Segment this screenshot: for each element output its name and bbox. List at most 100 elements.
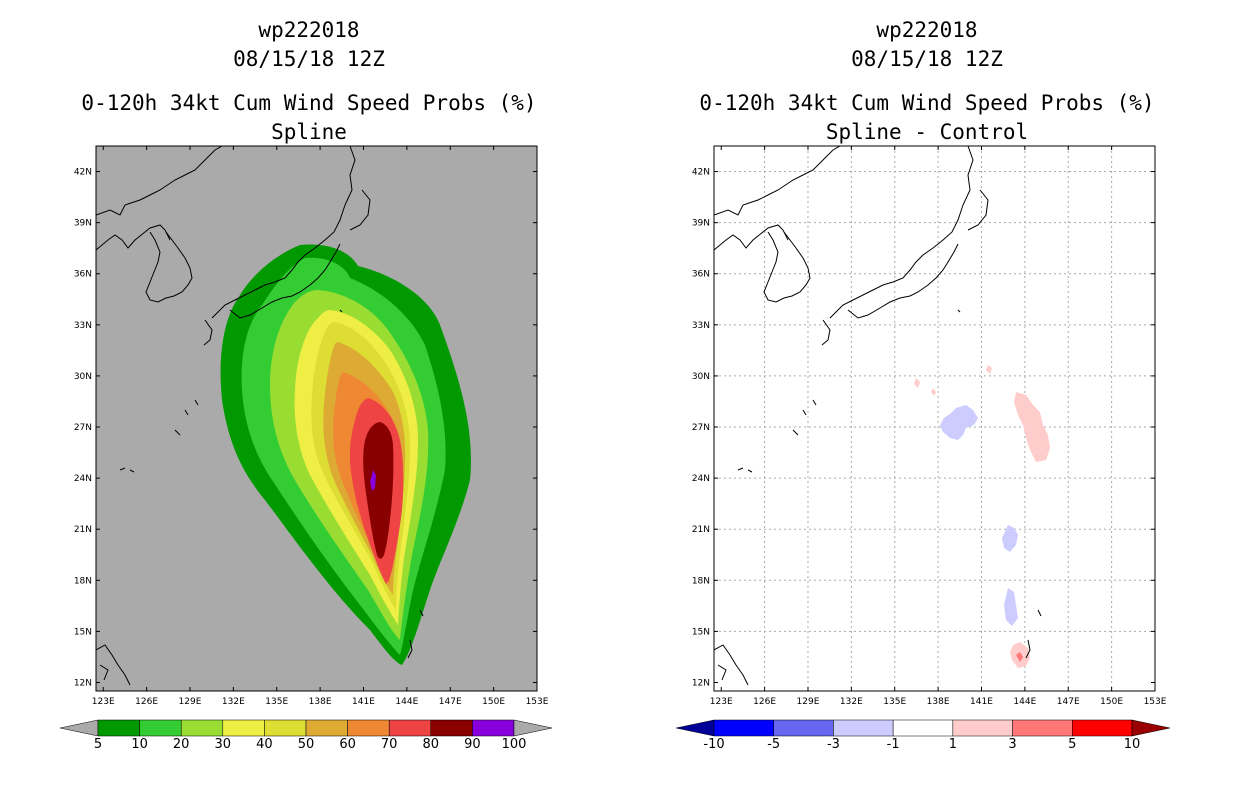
lat-label: 21N bbox=[692, 525, 710, 535]
colorbar-label: -5 bbox=[767, 737, 781, 752]
lon-label: 138E bbox=[309, 697, 332, 707]
diff-neg-3 bbox=[1004, 588, 1018, 626]
colorbar-label: 90 bbox=[464, 737, 481, 752]
colorbar-label: 60 bbox=[339, 737, 356, 752]
colorbar-swatch bbox=[97, 719, 140, 737]
colorbar-swatch bbox=[892, 719, 954, 737]
forecast-datetime: 08/15/18 12Z bbox=[233, 47, 385, 71]
colorbar-label: -3 bbox=[826, 737, 840, 752]
diff-pos-6 bbox=[931, 388, 936, 396]
colorbar bbox=[59, 719, 553, 737]
map-frame bbox=[95, 145, 538, 692]
axis-ticks: 123E 126E 129E 132E 135E 138E 141E 144E 147E 150E… bbox=[692, 146, 1167, 707]
panel-spline: wp222018 08/15/18 12Z 0-120h 34kt Cum Wi… bbox=[59, 18, 553, 752]
colorbar-swatch bbox=[180, 719, 224, 737]
coastlines bbox=[96, 146, 424, 686]
colorbar-swatch bbox=[264, 719, 307, 737]
colorbar-label: 30 bbox=[214, 737, 232, 752]
colorbar-label: 5 bbox=[1068, 737, 1077, 752]
map-frame bbox=[713, 145, 1156, 692]
lat-label: 30N bbox=[692, 372, 710, 382]
colorbar-swatch bbox=[305, 719, 348, 737]
colorbar-swatch bbox=[388, 719, 432, 737]
colorbar-label: 10 bbox=[131, 737, 148, 752]
lon-label: 123E bbox=[92, 697, 115, 707]
colorbar-swatch bbox=[472, 719, 515, 737]
lat-label: 36N bbox=[74, 270, 92, 280]
coast-asia-mainland bbox=[96, 146, 223, 251]
lon-label: 153E bbox=[1144, 697, 1167, 707]
coast-japan bbox=[203, 146, 371, 346]
lon-label: 126E bbox=[135, 697, 158, 707]
lon-label: 147E bbox=[439, 697, 462, 707]
colorbar-swatch bbox=[713, 719, 774, 737]
colorbar-swatch bbox=[139, 719, 182, 737]
lon-label: 135E bbox=[883, 697, 906, 707]
panel-subtitle: Spline - Control bbox=[825, 120, 1029, 144]
colorbar-low-arrow bbox=[675, 719, 715, 737]
lon-label: 141E bbox=[352, 697, 375, 707]
lon-label: 135E bbox=[265, 697, 288, 707]
prob-90 bbox=[370, 470, 376, 491]
lon-label: 132E bbox=[840, 697, 863, 707]
colorbar-label: 70 bbox=[380, 737, 398, 752]
lat-label: 21N bbox=[74, 525, 92, 535]
diff-neg-2 bbox=[1002, 525, 1018, 552]
colorbar-swatch bbox=[347, 719, 390, 737]
colorbar-swatch bbox=[952, 719, 1013, 737]
lat-label: 36N bbox=[692, 270, 710, 280]
storm-id: wp222018 bbox=[258, 18, 360, 42]
lon-label: 141E bbox=[970, 697, 993, 707]
difference-map: 123E 126E 129E 132E 135E 138E 141E 144E 147E 150E… bbox=[692, 145, 1167, 707]
lat-label: 33N bbox=[74, 321, 92, 331]
panel-spline-control: wp222018 08/15/18 12Z 0-120h 34kt Cum Wi… bbox=[618, 0, 1236, 800]
lat-label: 24N bbox=[74, 474, 92, 484]
probability-map: 123E 126E 129E 132E 135E 138E 141E 144E 147E 150E… bbox=[74, 145, 549, 707]
colorbar-label: -10 bbox=[703, 737, 725, 752]
lat-lon-grid bbox=[714, 146, 1155, 691]
lat-label: 33N bbox=[692, 321, 710, 331]
lat-label: 12N bbox=[692, 678, 710, 688]
colorbar bbox=[675, 719, 1171, 737]
colorbar-label: 80 bbox=[422, 737, 440, 752]
diff-pos-5 bbox=[986, 365, 992, 374]
coast-japan bbox=[821, 146, 989, 346]
coast-korea bbox=[763, 231, 811, 303]
lat-label: 24N bbox=[692, 474, 710, 484]
prob-80 bbox=[363, 422, 394, 559]
colorbar-label: 3 bbox=[1008, 737, 1017, 752]
diff-pos-3 bbox=[1016, 652, 1023, 662]
axis-ticks: 123E 126E 129E 132E 135E 138E 141E 144E 147E 150E… bbox=[74, 146, 549, 707]
lat-label: 39N bbox=[74, 219, 92, 229]
lon-label: 132E bbox=[222, 697, 245, 707]
colorbar-swatch bbox=[430, 719, 473, 737]
diff-neg-1 bbox=[940, 405, 978, 440]
lat-label: 39N bbox=[692, 219, 710, 229]
colorbar-label: 40 bbox=[256, 737, 273, 752]
colorbar-swatch bbox=[1072, 719, 1133, 737]
colorbar-swatch bbox=[833, 719, 894, 737]
colorbar-label: 1 bbox=[948, 737, 957, 752]
lon-label: 144E bbox=[1013, 697, 1036, 707]
coast-islands bbox=[714, 309, 1042, 686]
lat-label: 30N bbox=[74, 372, 92, 382]
lat-label: 42N bbox=[74, 168, 92, 178]
coast-islands bbox=[96, 309, 424, 686]
difference-contours bbox=[914, 365, 1050, 668]
diff-pos-4 bbox=[914, 378, 920, 388]
colorbar-swatch bbox=[1012, 719, 1073, 737]
lat-label: 18N bbox=[692, 576, 710, 586]
colorbar-label: 10 bbox=[1123, 737, 1141, 752]
product-title: 0-120h 34kt Cum Wind Speed Probs (%) bbox=[699, 91, 1155, 115]
lon-label: 150E bbox=[482, 697, 505, 707]
lat-label: 27N bbox=[692, 423, 710, 433]
colorbar-high-arrow bbox=[1131, 719, 1171, 737]
colorbar-label: -1 bbox=[886, 737, 900, 752]
colorbar-label: 100 bbox=[501, 737, 527, 752]
lon-label: 153E bbox=[526, 697, 549, 707]
lat-label: 15N bbox=[74, 627, 92, 637]
lon-label: 138E bbox=[927, 697, 950, 707]
lon-label: 126E bbox=[753, 697, 776, 707]
lon-label: 129E bbox=[179, 697, 202, 707]
storm-id: wp222018 bbox=[876, 18, 978, 42]
